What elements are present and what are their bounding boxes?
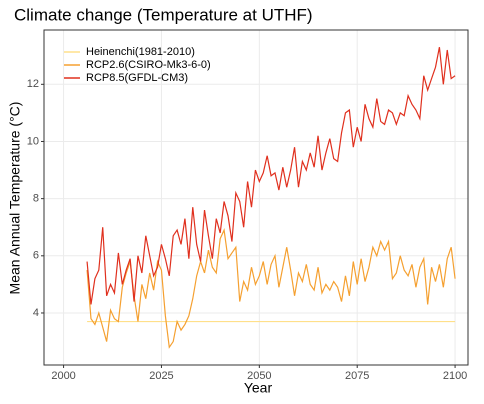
legend-label: RCP8.5(GFDL-CM3) <box>86 72 188 84</box>
y-tick-label: 12 <box>27 78 39 90</box>
series-line <box>86 227 456 349</box>
x-tick-label: 2000 <box>51 370 75 382</box>
y-tick-label: 6 <box>33 250 39 262</box>
x-tick-label: 2075 <box>345 370 369 382</box>
y-axis-title: Mean Annual Temperature (°C) <box>7 102 23 295</box>
x-tick-label: 2100 <box>443 370 467 382</box>
x-axis-title: Year <box>244 380 273 396</box>
y-tick-label: 10 <box>27 135 39 147</box>
chart-title: Climate change (Temperature at UTHF) <box>14 5 313 24</box>
legend-label: RCP2.6(CSIRO-Mk3-6-0) <box>86 59 211 71</box>
x-tick-label: 2025 <box>149 370 173 382</box>
plot-border <box>43 29 469 366</box>
y-tick-label: 8 <box>33 193 39 205</box>
series-line <box>86 47 456 305</box>
x-tick-label: 2050 <box>247 370 271 382</box>
y-tick-label: 4 <box>33 307 39 319</box>
legend-label: Heinenchi(1981-2010) <box>86 46 195 58</box>
